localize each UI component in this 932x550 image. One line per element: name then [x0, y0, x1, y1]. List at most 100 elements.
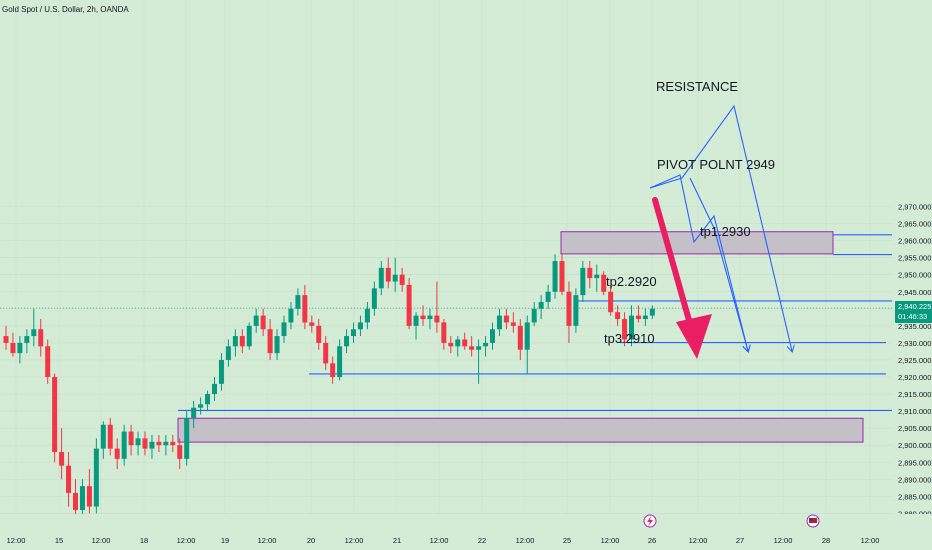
candle-body [323, 342, 329, 364]
candle-body [128, 431, 134, 446]
candle-body [149, 441, 155, 449]
candle-body [524, 322, 530, 350]
candle-body [177, 445, 183, 459]
candle-body [246, 325, 252, 347]
candle-body [385, 267, 391, 282]
candle-body [302, 295, 308, 323]
candle-body [191, 407, 197, 418]
time-tick-label: 12:00 [7, 536, 26, 545]
candle-body [288, 308, 294, 323]
projection-path [689, 177, 748, 351]
candle-body [545, 291, 551, 302]
time-axis[interactable]: 12:00 15 12:00 18 12:00 19 12:00 20 12:00 21 12:00… [0, 514, 932, 550]
price-tick-label: 2,955.000 [898, 254, 931, 263]
time-tick-label: 19 [221, 536, 229, 545]
price-tick-label: 2,935.000 [898, 322, 931, 331]
candle-body [198, 404, 204, 408]
candle-body [601, 274, 607, 292]
time-tick-label: 12:00 [177, 536, 196, 545]
candle-body [344, 336, 350, 347]
candle-body [552, 261, 558, 292]
candle-body [448, 342, 454, 347]
time-tick-label: 12:00 [689, 536, 708, 545]
time-tick-label: 28 [822, 536, 830, 545]
time-tick-label: 12:00 [861, 536, 880, 545]
candle-body [232, 336, 238, 347]
time-tick-label: 22 [478, 536, 486, 545]
candle-body [212, 383, 217, 395]
time-axis-bg [0, 514, 932, 550]
candle-body [510, 322, 516, 326]
candles [3, 254, 655, 521]
projection-arrows [649, 104, 792, 359]
time-tick-label: 21 [393, 536, 401, 545]
candle-body [184, 417, 190, 459]
time-tick-label: 27 [736, 536, 744, 545]
candle-body [455, 339, 461, 347]
lightning-event-icon [643, 514, 657, 528]
candle-body [337, 346, 343, 377]
trend-lines [0, 234, 892, 411]
candle-body [114, 448, 120, 459]
resistance-label: RESISTANCE [656, 79, 738, 94]
candle-body [531, 308, 537, 323]
time-tick-label: 12:00 [601, 536, 620, 545]
candle-body [225, 346, 231, 360]
price-tick-label: 2,895.000 [898, 458, 931, 467]
candle-body [295, 295, 301, 309]
time-tick-label: 12:00 [430, 536, 449, 545]
time-tick-label: 18 [140, 536, 148, 545]
candle-body [622, 319, 628, 340]
candle-body [496, 315, 502, 330]
candle-body [45, 346, 51, 377]
candle-body [218, 359, 224, 384]
price-tick-label: 2,965.000 [898, 220, 931, 229]
candle-body [17, 342, 23, 354]
candle-body [413, 315, 419, 326]
time-tick-label: 25 [563, 536, 571, 545]
candle-body [580, 267, 586, 296]
candle-body [476, 346, 482, 350]
current-price-value: 2,940.225 [898, 302, 931, 311]
projection-path [649, 104, 792, 351]
candle-body [469, 346, 475, 350]
annotation-labels: RESISTANCE PIVOT POLNT 2949 tp1.2930 tp2.29… [604, 79, 775, 346]
candle-body [281, 322, 287, 337]
candle-body [10, 342, 16, 354]
candle-body [573, 295, 579, 326]
price-tick-label: 2,970.000 [898, 203, 931, 212]
candle-body [351, 329, 356, 337]
candle-body [3, 336, 9, 343]
candle-body [170, 441, 176, 446]
candle-body [330, 363, 336, 377]
price-axis[interactable]: 2,880.000 2,885.000 2,890.000 2,895.000 2,90… [892, 0, 932, 550]
candle-body [309, 322, 315, 326]
price-tick-label: 2,915.000 [898, 390, 931, 399]
candle-body [142, 438, 148, 449]
candle-body [399, 274, 405, 285]
price-tick-label: 2,930.000 [898, 339, 931, 348]
candle-body [100, 424, 106, 449]
candle-body [594, 274, 600, 279]
price-tick-label: 2,885.000 [898, 492, 931, 501]
candle-body [420, 315, 426, 320]
candle-body [559, 261, 565, 292]
candle-body [86, 486, 92, 507]
time-tick-label: 12:00 [774, 536, 793, 545]
candle-body [73, 492, 78, 510]
candle-body [566, 291, 572, 326]
candle-body [503, 315, 509, 323]
price-tick-label: 2,905.000 [898, 424, 931, 433]
candle-body [79, 486, 85, 510]
candle-body [441, 322, 447, 343]
candle-body [24, 336, 30, 343]
price-countdown: 01:46:33 [898, 312, 927, 321]
time-tick-label: 12:00 [516, 536, 535, 545]
candle-body [239, 336, 245, 347]
candle-body [629, 315, 634, 340]
candle-body [517, 325, 523, 350]
price-tick-label: 2,960.000 [898, 237, 931, 246]
time-tick-label: 20 [307, 536, 315, 545]
